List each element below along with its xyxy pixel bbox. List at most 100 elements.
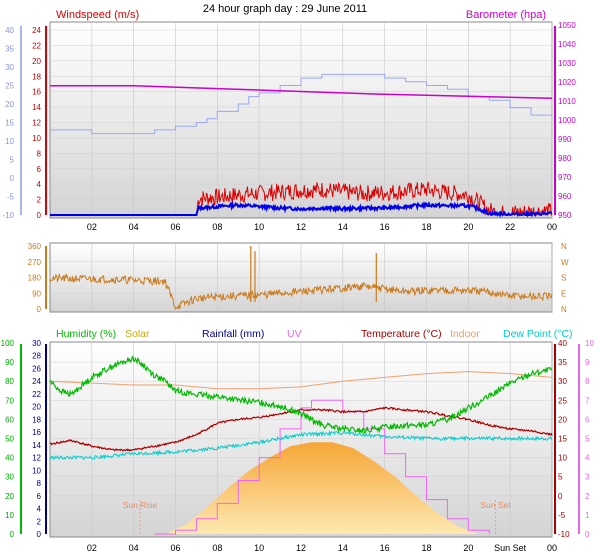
rainfall-tick-18: 18 [32,415,41,424]
temperature-tick-30: 30 [558,377,567,386]
top-x-tick-16: 16 [380,222,390,232]
legend-solar: Solar [125,328,150,340]
bottom-x-tick-08: 08 [212,543,222,553]
bottom-x-tick-04: 04 [129,543,139,553]
top-x-tick-02: 02 [87,222,97,232]
temperature-tick-40: 40 [558,339,567,348]
windspeed-tick-8: 8 [37,149,42,158]
uv-line [154,399,490,535]
compass-tick-W: W [561,258,569,267]
rainfall-tick-12: 12 [32,454,41,463]
legend-humidity: Humidity (%) [56,328,116,340]
humidity-tick-60: 60 [5,415,14,424]
uv-tick-7: 7 [585,396,590,405]
windspeed-tick-6: 6 [37,165,42,174]
top-x-tick-04: 04 [129,222,139,232]
windspeed-tick-22: 22 [32,41,41,50]
barometer-tick-1010: 1010 [558,97,576,106]
humidity-tick-20: 20 [5,492,14,501]
compass-tick-E: E [561,289,566,298]
uv-tick-10: 10 [585,339,594,348]
wind-dir-tick-0: 0 [37,305,42,314]
dewpoint-line [49,429,553,460]
barometer-tick-980: 980 [558,154,572,163]
grid-lines [50,22,553,537]
uv-tick-5: 5 [585,435,590,444]
humidity-tick-80: 80 [5,377,14,386]
sun-set-label: Sun Set [480,500,511,510]
bottom-x-tick-20: 20 [463,543,473,553]
temperature-tick-25: 25 [558,396,567,405]
wind-dir-tick-270: 270 [28,258,42,267]
barometer-line [50,85,553,99]
barometer-tick-990: 990 [558,135,572,144]
bottom-x-tick-16: 16 [380,543,390,553]
temperature-tick-15: 15 [558,435,567,444]
legend-dewpoint: Dew Point (°C) [503,328,573,340]
rainfall-tick-14: 14 [32,441,41,450]
windspeed-tick-20: 20 [32,57,41,66]
top-x-tick-14: 14 [338,222,348,232]
compass-tick-S: S [561,274,566,283]
humidity-tick-100: 100 [1,339,15,348]
rainfall-tick-20: 20 [32,403,41,412]
wind-dir-tick-90: 90 [32,289,41,298]
temp-aux-tick-5: 5 [10,156,15,165]
rainfall-tick-16: 16 [32,428,41,437]
top-x-tick-22: 22 [505,222,515,232]
top-x-tick-06: 06 [170,222,180,232]
temp-aux-tick-30: 30 [5,63,14,72]
compass-tick-N: N [561,305,567,314]
uv-tick-2: 2 [585,492,590,501]
barometer-tick-950: 950 [558,211,572,220]
top-x-tick-00: 00 [547,222,557,232]
rainfall-tick-24: 24 [32,377,41,386]
temperature-tick-20: 20 [558,415,567,424]
graph-title: 24 hour graph day : 29 June 2011 [203,3,367,15]
rainfall-tick-6: 6 [37,492,42,501]
temp-aux-tick--10: -10 [2,211,14,220]
temperature-tick-0: 0 [558,492,563,501]
top-x-tick-18: 18 [421,222,431,232]
humidity-line [49,355,553,435]
rainfall-tick-26: 26 [32,364,41,373]
bottom-x-tick-00: 00 [547,543,557,553]
temp-aux-tick-0: 0 [10,174,15,183]
bottom-x-tick-18: 18 [421,543,431,553]
uv-tick-8: 8 [585,377,590,386]
humidity-tick-70: 70 [5,396,14,405]
legend-temperature: Temperature (°C) [361,328,442,340]
temp-aux-tick--5: -5 [7,193,15,202]
uv-tick-9: 9 [585,358,590,367]
windspeed-tick-2: 2 [37,196,42,205]
temperature-tick-35: 35 [558,358,567,367]
rainfall-tick-10: 10 [32,466,41,475]
humidity-tick-10: 10 [5,511,14,520]
top-x-tick-08: 08 [212,222,222,232]
windspeed-tick-18: 18 [32,72,41,81]
humidity-tick-0: 0 [10,530,15,539]
uv-tick-4: 4 [585,454,590,463]
humidity-tick-90: 90 [5,358,14,367]
windspeed-tick-16: 16 [32,88,41,97]
top-x-tick-20: 20 [463,222,473,232]
legend-indoor: Indoor [450,328,480,340]
rainfall-tick-0: 0 [37,530,42,539]
humidity-tick-30: 30 [5,473,14,482]
temperature-tick-10: 10 [558,454,567,463]
data-series: Sun Rise Sun Set [49,73,553,535]
temp-aux-tick-40: 40 [5,26,14,35]
bottom-x-tick-14: 14 [338,543,348,553]
windspeed-axis-label: Windspeed (m/s) [56,9,139,21]
rainfall-tick-28: 28 [32,352,41,361]
rainfall-tick-30: 30 [32,339,41,348]
temperature-line [49,406,553,452]
legend-uv: UV [287,328,302,340]
rainfall-tick-4: 4 [37,505,42,514]
sun-rise-label: Sun Rise [123,500,158,510]
bottom-x-tick-02: 02 [87,543,97,553]
barometer-tick-970: 970 [558,173,572,182]
